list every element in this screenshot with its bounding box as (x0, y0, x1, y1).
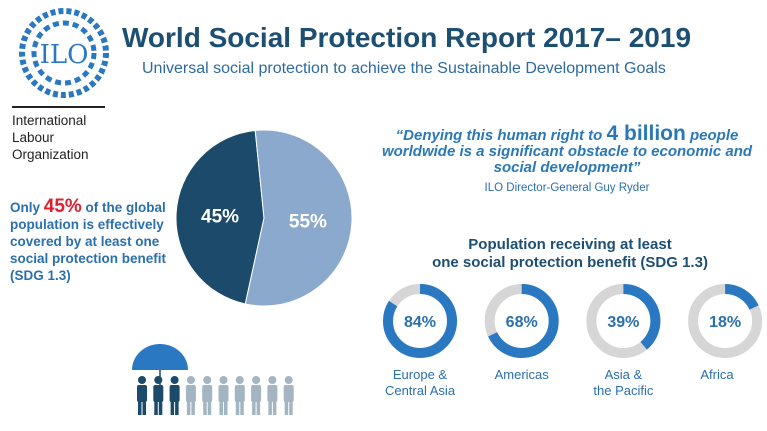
region-label-line: Europe & (392, 367, 448, 382)
logo-text: ILO (40, 40, 89, 70)
org-line: Labour (12, 130, 55, 145)
coverage-suffix: of the global population is effectively … (10, 200, 167, 283)
divider (12, 106, 105, 108)
donut-value-arc (484, 284, 559, 358)
region-label-line: Asia & (604, 367, 643, 382)
pie-slice (244, 129, 353, 307)
quote-highlight: 4 billion (606, 122, 686, 145)
region-label: Europe & Central Asia (370, 367, 470, 399)
organization-name: International Labour Organization (12, 112, 89, 163)
person-icon (153, 376, 164, 415)
person-icon (267, 376, 278, 415)
donut-section-title: Population receiving at least one social… (380, 236, 760, 272)
quote: “Denying this human right to 4 billion p… (372, 123, 762, 176)
person-icon (234, 376, 245, 415)
quote-author: ILO Director-General Guy Ryder (484, 182, 650, 194)
region-label-line: Central Asia (384, 383, 456, 398)
quote-part: people worldwide is a significant obstac… (381, 127, 753, 176)
coverage-pie-chart: 45% 55% (175, 129, 353, 307)
title-line: Population receiving at least (468, 236, 672, 253)
coverage-statement: Only 45% of the global population is eff… (10, 196, 182, 284)
person-icon (202, 376, 213, 415)
regional-donut-charts: 84% 68% 39% 18% (383, 284, 763, 358)
person-icon (137, 376, 147, 415)
pie-slice (175, 129, 265, 305)
person-icon (218, 376, 229, 415)
person-icon (169, 376, 180, 415)
org-line: International (12, 113, 87, 128)
donut-value-label: 39% (607, 314, 639, 331)
coverage-prefix: Only (10, 200, 44, 215)
org-line: Organization (12, 147, 89, 162)
coverage-highlight: 45% (43, 196, 82, 217)
umbrella-icon (132, 344, 188, 370)
donut-value-label: 84% (404, 314, 436, 331)
region-label-line: Africa (700, 367, 734, 382)
region-label: Africa (667, 367, 767, 383)
person-icon (185, 376, 196, 415)
logo-gear (31, 20, 97, 86)
donut-value-label: 68% (506, 314, 538, 331)
donut-value-arc (688, 284, 763, 358)
donut-value-arc (586, 284, 661, 358)
region-label: Asia & the Pacific (573, 367, 673, 399)
person-icon (283, 376, 294, 415)
region-label: Americas (472, 367, 572, 383)
ilo-logo-icon: ILO (19, 8, 109, 98)
page-subtitle: Universal social protection to achieve t… (142, 60, 666, 77)
region-label-line: the Pacific (593, 383, 654, 398)
quote-part: “Denying this human right to (395, 127, 607, 144)
pie-slice-label: 55% (289, 212, 327, 233)
donut-value-label: 18% (709, 314, 741, 331)
donut-value-arc (383, 284, 457, 358)
logo-wreath (19, 8, 109, 98)
title-line: one social protection benefit (SDG 1.3) (432, 254, 708, 271)
person-icon (251, 376, 262, 415)
people-graphic (132, 344, 294, 415)
region-label-line: Americas (494, 367, 549, 382)
pie-slice-label: 45% (201, 206, 239, 227)
page-title: World Social Protection Report 2017– 201… (122, 22, 692, 53)
